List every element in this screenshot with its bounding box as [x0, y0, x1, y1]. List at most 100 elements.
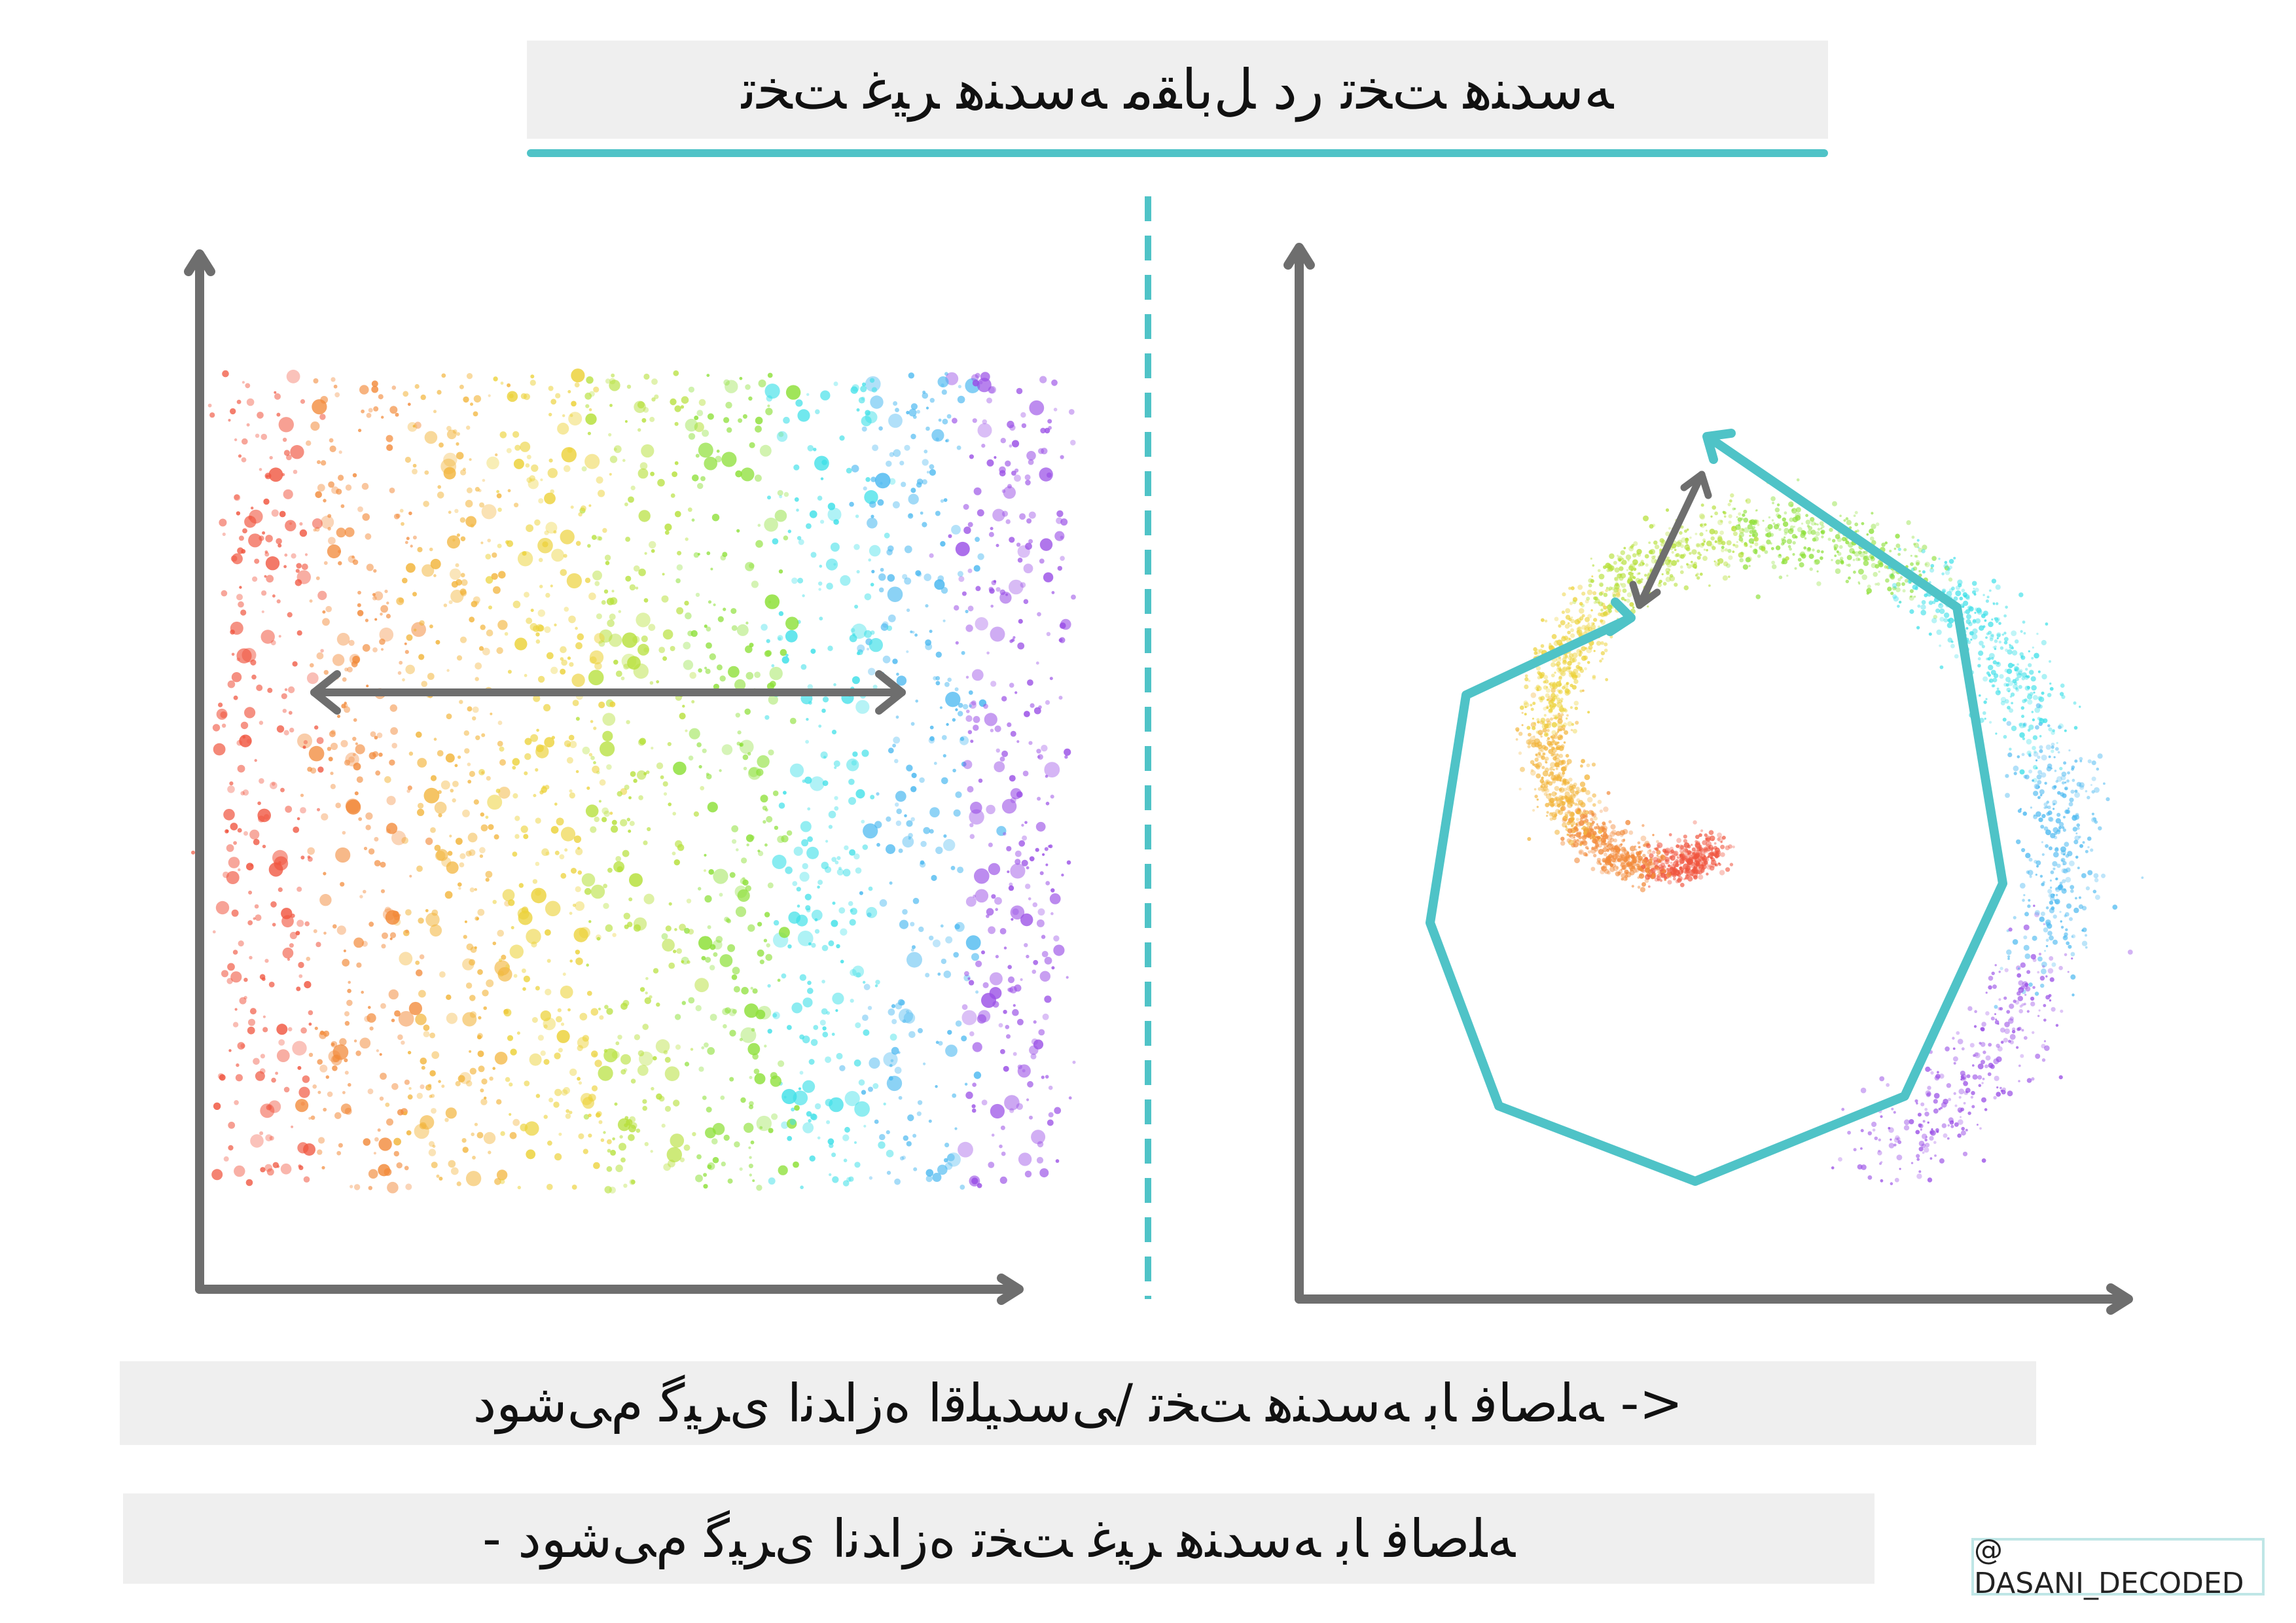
- spiral-dot: [1570, 616, 1573, 619]
- spiral-dot: [1683, 553, 1686, 557]
- scatter-dot: [740, 878, 747, 885]
- scatter-dot: [1014, 859, 1021, 865]
- scatter-dot: [1020, 978, 1023, 981]
- scatter-dot: [904, 545, 912, 554]
- spiral-dot: [2062, 868, 2068, 874]
- scatter-dot: [434, 844, 441, 851]
- scatter-dot: [363, 1138, 371, 1146]
- scatter-dot: [417, 808, 425, 816]
- spiral-dot: [1570, 706, 1573, 709]
- scatter-dot: [955, 791, 962, 798]
- scatter-dot: [237, 764, 245, 773]
- scatter-dot: [529, 1053, 542, 1066]
- scatter-dot: [560, 646, 567, 653]
- spiral-dot: [1554, 776, 1559, 781]
- scatter-dot: [1023, 599, 1029, 604]
- scatter-dot: [533, 694, 541, 702]
- scatter-dot: [528, 478, 539, 490]
- scatter-dot: [233, 841, 237, 845]
- scatter-dot: [537, 675, 545, 683]
- spiral-dot: [1588, 645, 1593, 650]
- scatter-dot: [989, 987, 1002, 999]
- scatter-dot: [454, 508, 459, 513]
- scatter-dot: [910, 921, 915, 927]
- scatter-dot: [496, 490, 499, 493]
- scatter-dot: [686, 899, 692, 904]
- spiral-dot: [1590, 817, 1594, 821]
- spiral-dot: [1832, 501, 1837, 507]
- spiral-dot: [1988, 985, 1992, 990]
- scatter-dot: [929, 829, 934, 834]
- scatter-dot: [590, 884, 605, 899]
- spiral-dot: [2053, 785, 2057, 789]
- spiral-dot: [1770, 496, 1776, 501]
- scatter-dot: [416, 865, 423, 872]
- spiral-dot: [2060, 925, 2064, 929]
- scatter-dot: [815, 409, 820, 414]
- spiral-dot: [1726, 563, 1731, 568]
- scatter-dot: [1031, 1038, 1038, 1045]
- scatter-dot: [402, 577, 408, 584]
- scatter-dot: [889, 881, 893, 885]
- scatter-dot: [939, 706, 942, 709]
- spiral-dot: [1570, 633, 1575, 638]
- spiral-dot: [1593, 618, 1598, 622]
- scatter-dot: [854, 1162, 861, 1168]
- scatter-dot: [1026, 1098, 1030, 1101]
- scatter-dot: [613, 861, 625, 872]
- spiral-dot: [1574, 857, 1580, 864]
- scatter-dot: [355, 744, 365, 755]
- spiral-dot: [1755, 509, 1757, 512]
- spiral-dot: [1681, 537, 1687, 543]
- scatter-dot: [289, 522, 293, 526]
- scatter-dot: [821, 944, 829, 952]
- scatter-dot: [502, 889, 515, 902]
- spiral-dot: [2041, 968, 2047, 974]
- scatter-dot: [461, 579, 468, 586]
- spiral-dot: [1848, 576, 1851, 580]
- scatter-dot: [1051, 379, 1058, 386]
- scatter-dot: [912, 415, 917, 419]
- scatter-dot: [696, 410, 704, 416]
- scatter-dot: [247, 920, 253, 925]
- scatter-dot: [537, 609, 545, 617]
- scatter-dot: [855, 789, 865, 799]
- scatter-dot: [331, 377, 336, 382]
- scatter-dot: [800, 821, 812, 832]
- scatter-dot: [482, 478, 486, 482]
- scatter-dot: [778, 431, 784, 437]
- scatter-dot: [521, 968, 526, 973]
- scatter-dot: [523, 834, 529, 840]
- scatter-dot: [609, 812, 613, 815]
- spiral-dot: [1576, 821, 1582, 827]
- scatter-dot: [487, 794, 503, 810]
- scatter-dot: [689, 728, 700, 740]
- scatter-dot: [236, 399, 242, 404]
- spiral-dot: [1965, 594, 1970, 599]
- scatter-dot: [978, 778, 983, 783]
- spiral-dot: [1556, 702, 1562, 708]
- scatter-dot: [912, 897, 920, 904]
- spiral-dot: [1643, 515, 1649, 522]
- scatter-dot: [602, 713, 616, 726]
- scatter-dot: [999, 1144, 1003, 1149]
- scatter-dot: [1032, 902, 1038, 908]
- scatter-dot: [359, 895, 363, 899]
- right-axes: [1283, 243, 2133, 1315]
- scatter-dot: [429, 1032, 435, 1039]
- scatter-dot: [955, 1020, 962, 1027]
- spiral-dot: [1965, 609, 1971, 615]
- scatter-dot: [971, 1104, 976, 1109]
- spiral-dot: [2033, 814, 2036, 817]
- scatter-dot: [526, 477, 532, 483]
- scatter-dot: [1007, 870, 1010, 874]
- scatter-dot: [378, 753, 383, 757]
- spiral-dot: [1857, 558, 1861, 562]
- spiral-dot: [1961, 588, 1965, 593]
- spiral-dot: [2037, 755, 2041, 759]
- spiral-dot: [1871, 512, 1874, 515]
- scatter-dot: [510, 1048, 517, 1056]
- scatter-dot: [599, 629, 613, 643]
- scatter-dot: [794, 497, 799, 502]
- spiral-dot: [1728, 514, 1732, 518]
